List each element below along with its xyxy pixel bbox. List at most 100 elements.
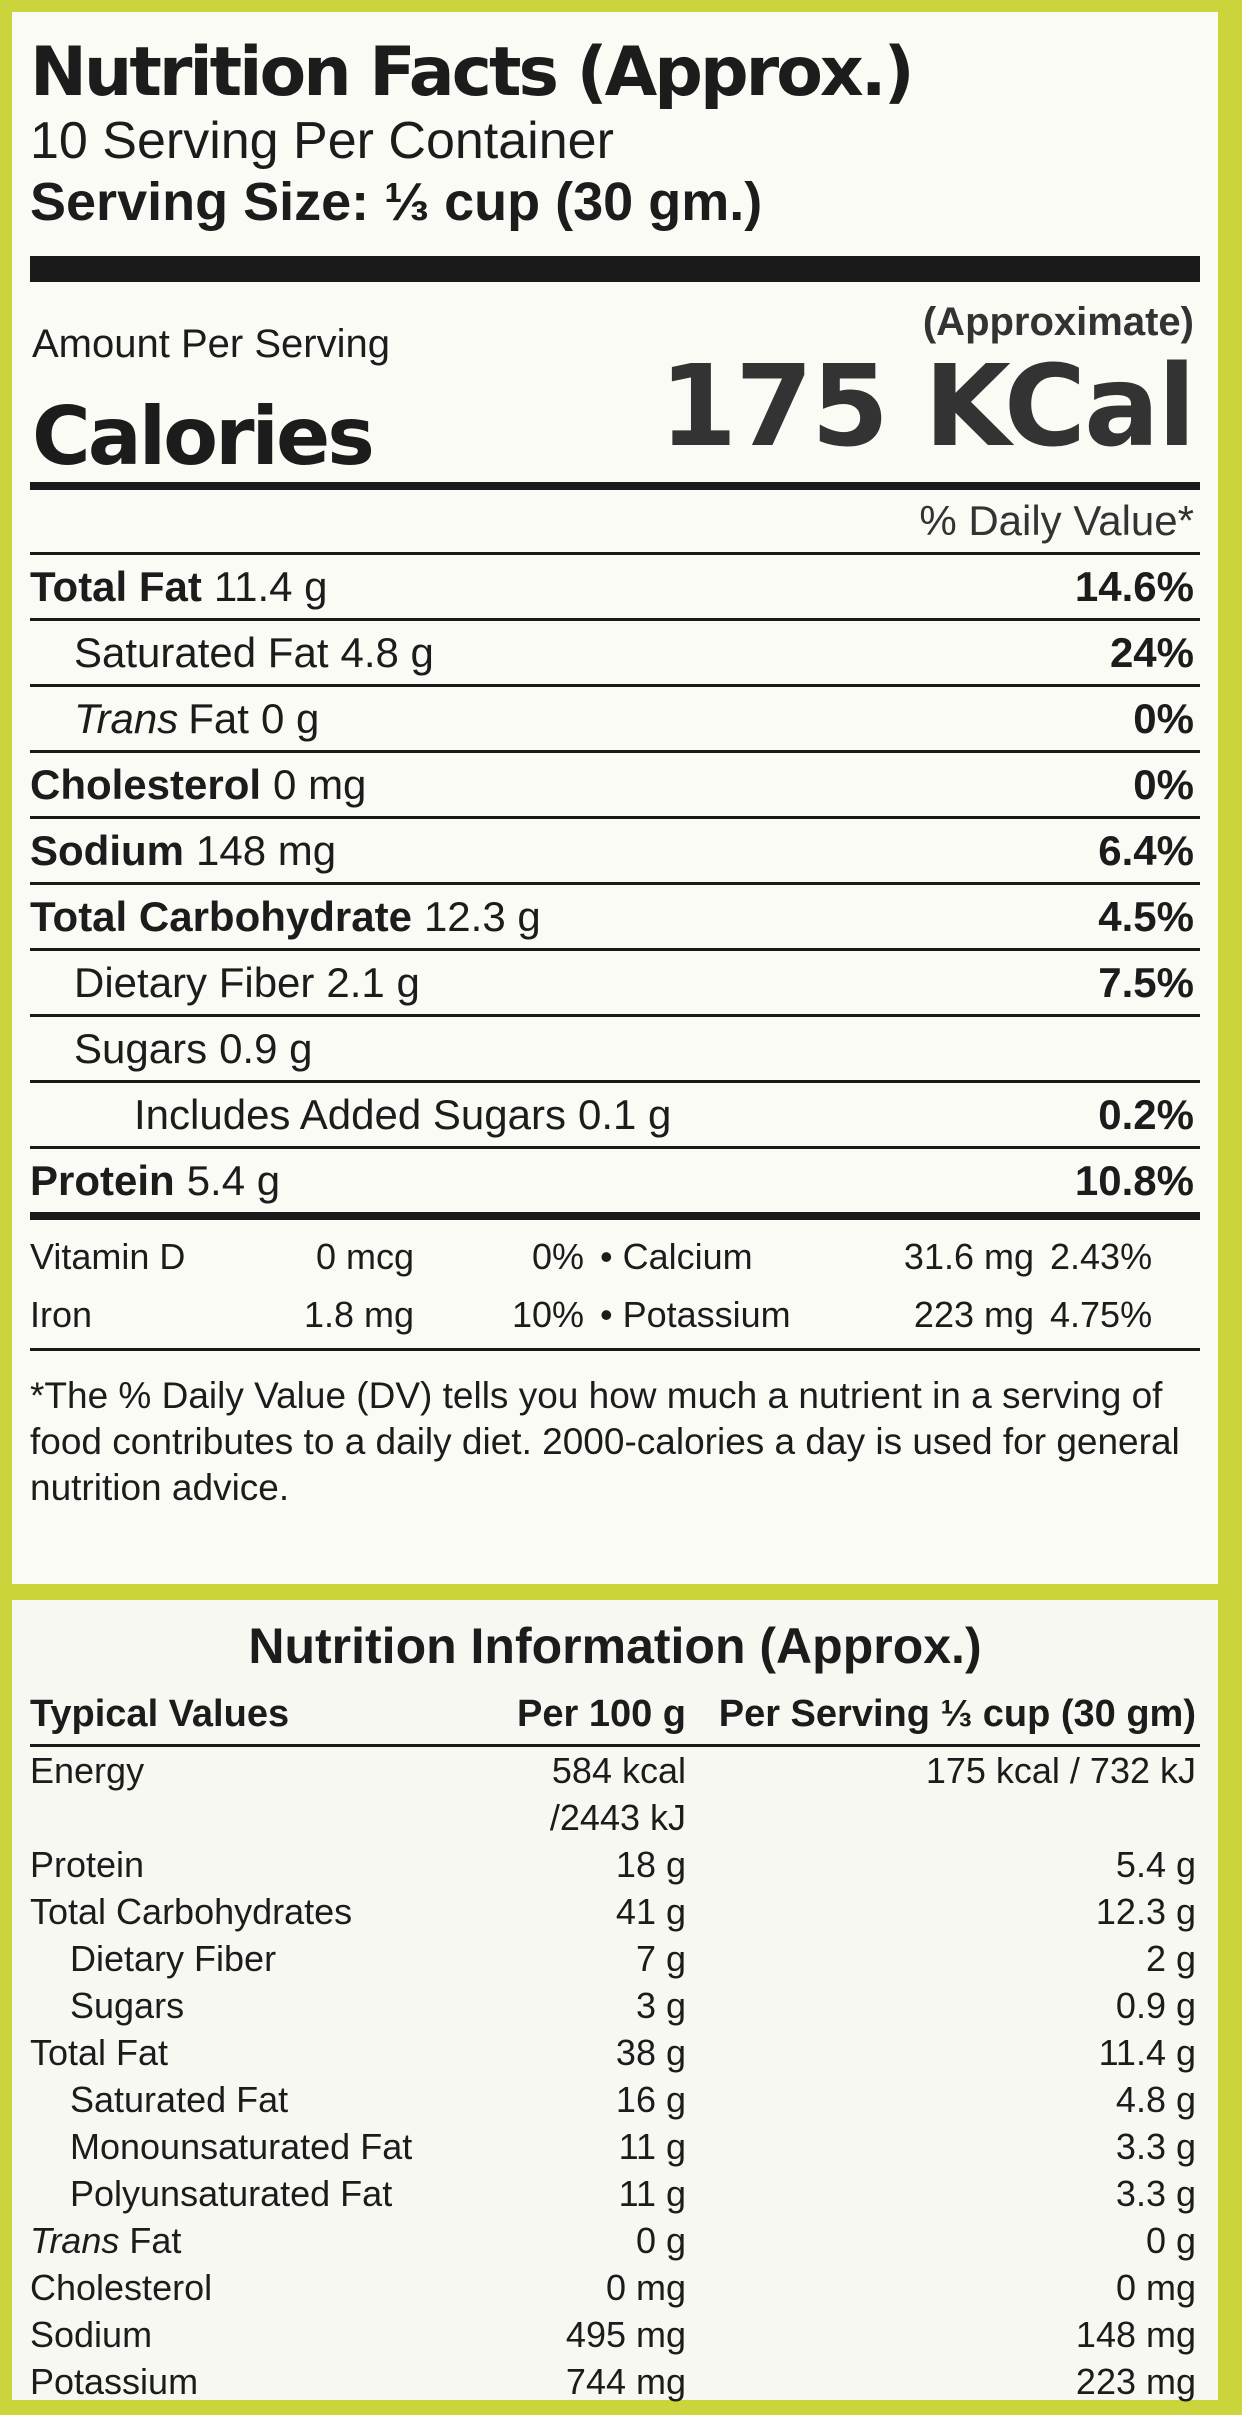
- nutrient-name: Fat: [188, 694, 249, 742]
- row-label: Polyunsaturated Fat: [30, 2170, 500, 2217]
- row-label: Trans Fat: [30, 2217, 500, 2264]
- nutrient-list: Total Fat 11.4 g 14.6% Saturated Fat 4.8 g 24…: [30, 552, 1200, 1212]
- row-label-name: Energy: [30, 1750, 145, 1791]
- nutrient-dv: 0%: [1133, 760, 1194, 808]
- per-serving: 0.9 g: [1115, 1985, 1196, 2026]
- amount-per-serving: Amount Per Serving: [32, 322, 390, 366]
- per-100g: 495 mg: [565, 2314, 686, 2355]
- nutrient-name-italic: Trans: [74, 694, 179, 742]
- row-label-name: Saturated Fat: [70, 2079, 289, 2120]
- mineral-amount: 31.6 mg: [903, 1236, 1034, 1277]
- row-label: Dietary Fiber: [30, 1935, 500, 1982]
- nutrient-amount: 2.1 g: [326, 958, 420, 1006]
- row-label-name: Sodium: [30, 2314, 153, 2355]
- calories-value: 175 KCal: [659, 342, 1196, 472]
- nutrient-amount: 12.3 g: [423, 892, 541, 940]
- mineral-name: Potassium: [600, 1286, 850, 1344]
- nutrient-name: Cholesterol: [30, 760, 262, 808]
- title: Nutrition Facts (Approx.): [30, 33, 915, 112]
- per-serving: 223 mg: [1075, 2361, 1196, 2402]
- per-serving: 11.4 g: [1098, 2032, 1196, 2073]
- nutrient-amount: 11.4 g: [213, 562, 328, 610]
- row-label: Total Carbohydrates: [30, 1888, 500, 1935]
- row-label-name: Monounsaturated Fat: [70, 2126, 413, 2167]
- nutrient-amount: 5.4 g: [186, 1156, 281, 1204]
- per-serving: 3.3 g: [1115, 2126, 1196, 2167]
- nutrient-name: Total Carbohydrate: [30, 892, 412, 940]
- nutrient-row: Protein 5.4 g 10.8%: [30, 1146, 1200, 1212]
- row-label-name: Polyunsaturated Fat: [70, 2173, 393, 2214]
- mineral-list: Vitamin D 0 mcg 0% Calcium 31.6 mg 2.43% Iron 1…: [30, 1220, 1200, 1348]
- column-header: Typical Values: [30, 1693, 290, 1735]
- per-serving: 0 g: [1145, 2220, 1196, 2261]
- divider: [30, 1212, 1200, 1220]
- nutrient-row: Includes Added Sugars 0.1 g 0.2%: [30, 1080, 1200, 1146]
- row-label-name: Protein: [30, 1844, 145, 1885]
- nutrient-name: Total Fat: [30, 562, 202, 610]
- divider: [30, 1348, 1200, 1351]
- per-100g: 0 mg: [605, 2267, 686, 2308]
- nutrient-row: Total Fat 11.4 g 14.6%: [30, 552, 1200, 618]
- nutrient-dv: 24%: [1109, 628, 1194, 676]
- nutrient-row: Sugars 0.9 g: [30, 1014, 1200, 1080]
- nutrient-amount: 0.9 g: [219, 1024, 313, 1072]
- nutrient-amount: 4.8 g: [340, 628, 434, 676]
- servings: 10 Serving Per Container: [30, 112, 614, 170]
- per-serving: 175 kcal / 732 kJ: [925, 1750, 1196, 1791]
- row-label-name: Fat: [129, 2220, 182, 2261]
- nutrient-name: Protein: [30, 1156, 175, 1204]
- nutrient-name: Sodium: [30, 826, 184, 874]
- row-label-name: Dietary Fiber: [70, 1938, 277, 1979]
- daily-value-header: % Daily Value*: [919, 497, 1194, 544]
- mineral-amount: 0 mcg: [315, 1236, 414, 1277]
- row-label: Total Fat: [30, 2029, 500, 2076]
- row-label: Potassium: [30, 2358, 500, 2405]
- nutrient-row: Dietary Fiber 2.1 g 7.5%: [30, 948, 1200, 1014]
- nutrient-name: Sugars: [74, 1024, 208, 1072]
- row-label: Sodium: [30, 2311, 500, 2358]
- row-label: Saturated Fat: [30, 2076, 500, 2123]
- nutrient-dv: 4.5%: [1098, 892, 1194, 940]
- nutrient-amount: 148 mg: [196, 826, 337, 874]
- per-serving: 3.3 g: [1115, 2173, 1196, 2214]
- per-100g: 18 g: [615, 1844, 686, 1885]
- row-label-name: Sugars: [70, 1985, 185, 2026]
- nutrient-dv: 10.8%: [1074, 1156, 1194, 1204]
- mineral-dv: 4.75%: [1050, 1294, 1153, 1335]
- row-label-name: Potassium: [30, 2361, 199, 2402]
- nutrient-amount: 0 mg: [273, 760, 367, 808]
- mineral-amount: 223 mg: [913, 1294, 1034, 1335]
- nutrient-name: Includes Added Sugars: [134, 1090, 566, 1138]
- nutrient-name: Dietary Fiber: [74, 958, 315, 1006]
- per-100g: 41 g: [615, 1891, 686, 1932]
- footnote: *The % Daily Value (DV) tells you how mu…: [30, 1375, 1180, 1508]
- per-100g: 16 g: [615, 2079, 686, 2120]
- per-serving: 12.3 g: [1095, 1891, 1196, 1932]
- per-100g: 11 g: [618, 2173, 686, 2214]
- per-serving: 4.8 g: [1115, 2079, 1196, 2120]
- per-serving: 5.4 g: [1115, 1844, 1196, 1885]
- mineral-dv: 0%: [531, 1236, 584, 1277]
- per-serving: 2 g: [1145, 1938, 1196, 1979]
- per-100g: 744 mg: [565, 2361, 686, 2402]
- nutrient-row: Saturated Fat 4.8 g 24%: [30, 618, 1200, 684]
- column-header: Per Serving ⅓ cup (30 gm): [718, 1693, 1196, 1735]
- row-label-name: Total Fat: [30, 2032, 169, 2073]
- mineral-name: Calcium: [600, 1228, 850, 1286]
- info-title: Nutrition Information (Approx.): [248, 1618, 982, 1674]
- row-label: Protein: [30, 1841, 500, 1888]
- mineral-name: Iron: [30, 1294, 93, 1335]
- per-100g: 584 kcal /2443 kJ: [549, 1750, 686, 1838]
- nutrient-name: Saturated Fat: [74, 628, 329, 676]
- row-label-italic: Trans: [30, 2220, 120, 2261]
- row-label: Monounsaturated Fat: [30, 2123, 500, 2170]
- nutrient-amount: 0 g: [260, 694, 320, 742]
- nutrient-amount: 0.1 g: [577, 1090, 672, 1138]
- column-header: Per 100 g: [517, 1693, 686, 1735]
- mineral-amount: 1.8 mg: [303, 1294, 414, 1335]
- nutrient-dv: 0.2%: [1098, 1090, 1194, 1138]
- per-100g: 0 g: [635, 2220, 686, 2261]
- per-100g: 38 g: [615, 2032, 686, 2073]
- per-100g: 11 g: [618, 2126, 686, 2167]
